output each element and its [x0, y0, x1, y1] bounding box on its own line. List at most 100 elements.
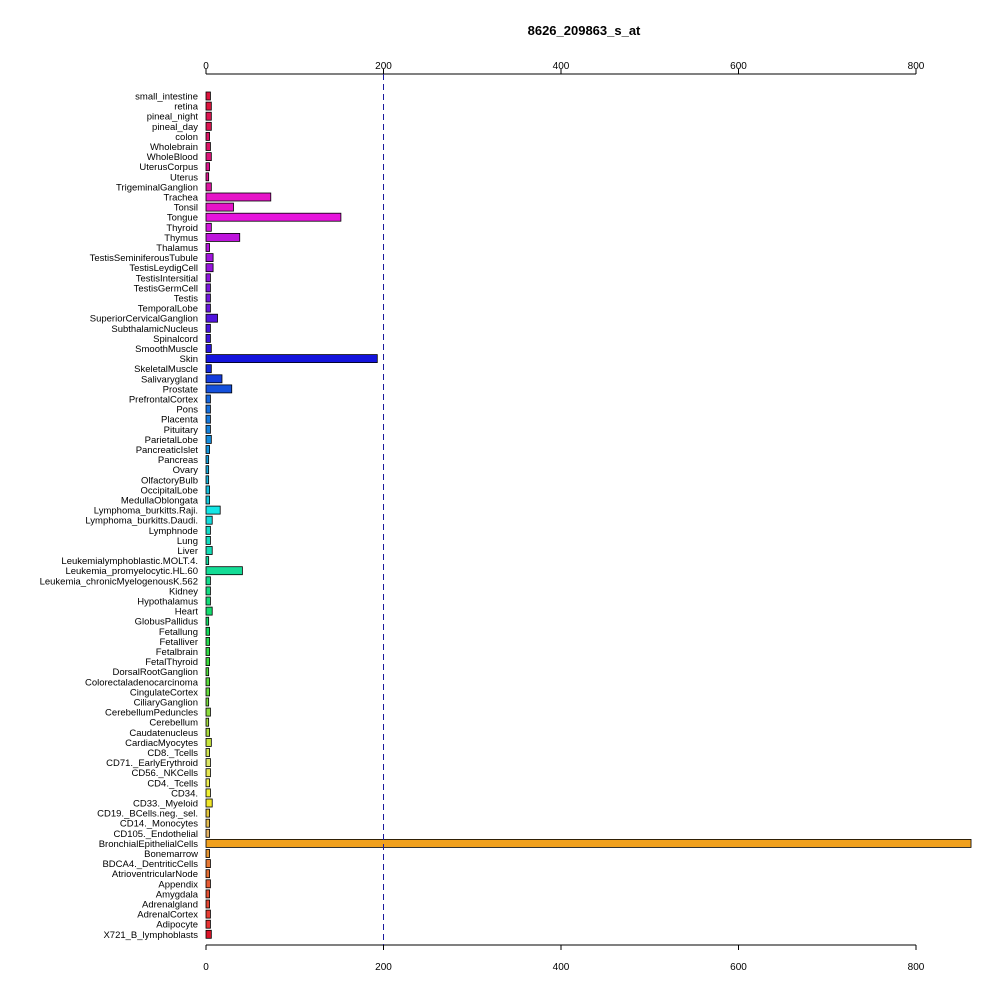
- category-label: PancreaticIslet: [136, 445, 199, 456]
- category-label: AdrenalCortex: [137, 910, 198, 921]
- bar: [205, 333, 211, 343]
- category-label: MedullaOblongata: [121, 496, 199, 507]
- bar: [205, 313, 218, 323]
- bar: [205, 323, 211, 333]
- category-label: CD14._Monocytes: [120, 819, 198, 830]
- category-label: TestisLeydigCell: [129, 263, 198, 274]
- category-label: Pancreas: [158, 455, 198, 466]
- category-label: Cerebellum: [149, 718, 198, 729]
- tick-label: 600: [730, 962, 747, 973]
- category-label: Placenta: [161, 415, 199, 426]
- bar: [205, 475, 210, 485]
- bar: [205, 616, 210, 626]
- category-label: colon: [175, 132, 198, 143]
- category-label: BDCA4._DentriticCells: [102, 859, 198, 870]
- category-label: Uterus: [170, 172, 198, 183]
- category-label: Leukemialymphoblastic.MOLT.4.: [61, 556, 198, 567]
- bar: [205, 556, 210, 565]
- bar: [205, 707, 211, 717]
- tick-label: 200: [375, 61, 392, 72]
- bar: [205, 566, 243, 576]
- category-label: Fetallung: [159, 627, 198, 638]
- top-axis: 0 200 400 600 800: [203, 61, 925, 75]
- bar: [205, 637, 210, 646]
- category-labels: small_intestineretinapineal_nightpineal_…: [40, 92, 199, 941]
- bar: [205, 536, 211, 545]
- category-label: Colorectaladenocarcinoma: [85, 677, 199, 688]
- category-label: GlobusPallidus: [135, 617, 199, 628]
- category-label: CD105._Endothelial: [113, 829, 198, 840]
- bar: [205, 626, 210, 636]
- category-label: DorsalRootGanglion: [112, 667, 198, 678]
- bar: [205, 839, 972, 848]
- tick-label: 600: [730, 61, 747, 72]
- category-label: Caudatenucleus: [129, 728, 198, 739]
- bar: [205, 111, 212, 121]
- bar: [205, 273, 211, 283]
- bar: [205, 596, 211, 606]
- bar: [205, 263, 214, 273]
- category-label: Fetalliver: [159, 637, 198, 648]
- category-label: Trachea: [164, 193, 199, 204]
- tick-label: 200: [375, 962, 392, 973]
- category-label: Thyroid: [166, 223, 198, 234]
- category-label: Thymus: [164, 233, 198, 244]
- category-label: WholeBlood: [147, 152, 198, 163]
- bar: [205, 142, 211, 151]
- bar: [205, 232, 241, 242]
- bar: [205, 738, 212, 747]
- category-label: Amygdala: [156, 889, 199, 900]
- bar: [205, 445, 210, 454]
- bar: [205, 909, 211, 919]
- category-label: pineal_night: [147, 112, 199, 123]
- tick-label: 0: [203, 962, 209, 973]
- bar: [205, 919, 211, 929]
- bar: [205, 344, 212, 353]
- category-label: BronchialEpithelialCells: [99, 839, 199, 850]
- category-label: retina: [174, 102, 198, 113]
- bar: [205, 374, 223, 384]
- category-label: Lymphoma_burkitts.Raji.: [94, 506, 198, 517]
- bar: [205, 283, 211, 293]
- bar: [205, 899, 210, 909]
- bar: [205, 182, 212, 192]
- bar: [205, 515, 213, 525]
- category-label: TestisSeminiferousTubule: [90, 253, 198, 264]
- bar: [205, 859, 211, 868]
- bar: [205, 849, 210, 858]
- category-label: Lymphoma_burkitts.Daudi.: [85, 516, 198, 527]
- category-label: Pituitary: [164, 425, 199, 436]
- category-label: TestisIntersitial: [136, 273, 198, 284]
- bar: [205, 808, 210, 818]
- bar: [205, 495, 210, 505]
- chart-title: 8626_209863_s_at: [528, 23, 641, 38]
- category-label: Hypothalamus: [137, 597, 198, 608]
- bar: [205, 465, 210, 475]
- category-label: Leukemia_chronicMyelogenousK.562: [40, 576, 198, 587]
- bar: [205, 485, 210, 495]
- category-label: Thalamus: [156, 243, 198, 254]
- category-label: Adipocyte: [156, 920, 198, 931]
- bar: [205, 222, 212, 232]
- bar: [205, 243, 210, 252]
- category-label: CerebellumPeduncles: [105, 708, 198, 719]
- category-label: OlfactoryBulb: [141, 475, 198, 486]
- category-label: Wholebrain: [150, 142, 198, 153]
- bar: [205, 798, 213, 808]
- bar: [205, 697, 210, 707]
- category-label: CardiacMyocytes: [125, 738, 198, 749]
- category-label: Lung: [177, 536, 198, 547]
- category-label: CD34.: [171, 788, 198, 799]
- bar: [205, 404, 211, 414]
- category-label: CD56._NKCells: [131, 768, 198, 779]
- bar: [205, 576, 211, 586]
- category-label: CD8._Tcells: [147, 748, 198, 759]
- tick-label: 0: [203, 61, 209, 72]
- category-label: Pons: [176, 405, 198, 416]
- bar: [205, 546, 213, 555]
- category-label: Fetalbrain: [156, 647, 198, 658]
- bar: [205, 162, 210, 172]
- bar: [205, 818, 210, 828]
- category-label: FetalThyroid: [145, 657, 198, 668]
- category-label: Leukemia_promyelocytic.HL.60: [65, 566, 198, 577]
